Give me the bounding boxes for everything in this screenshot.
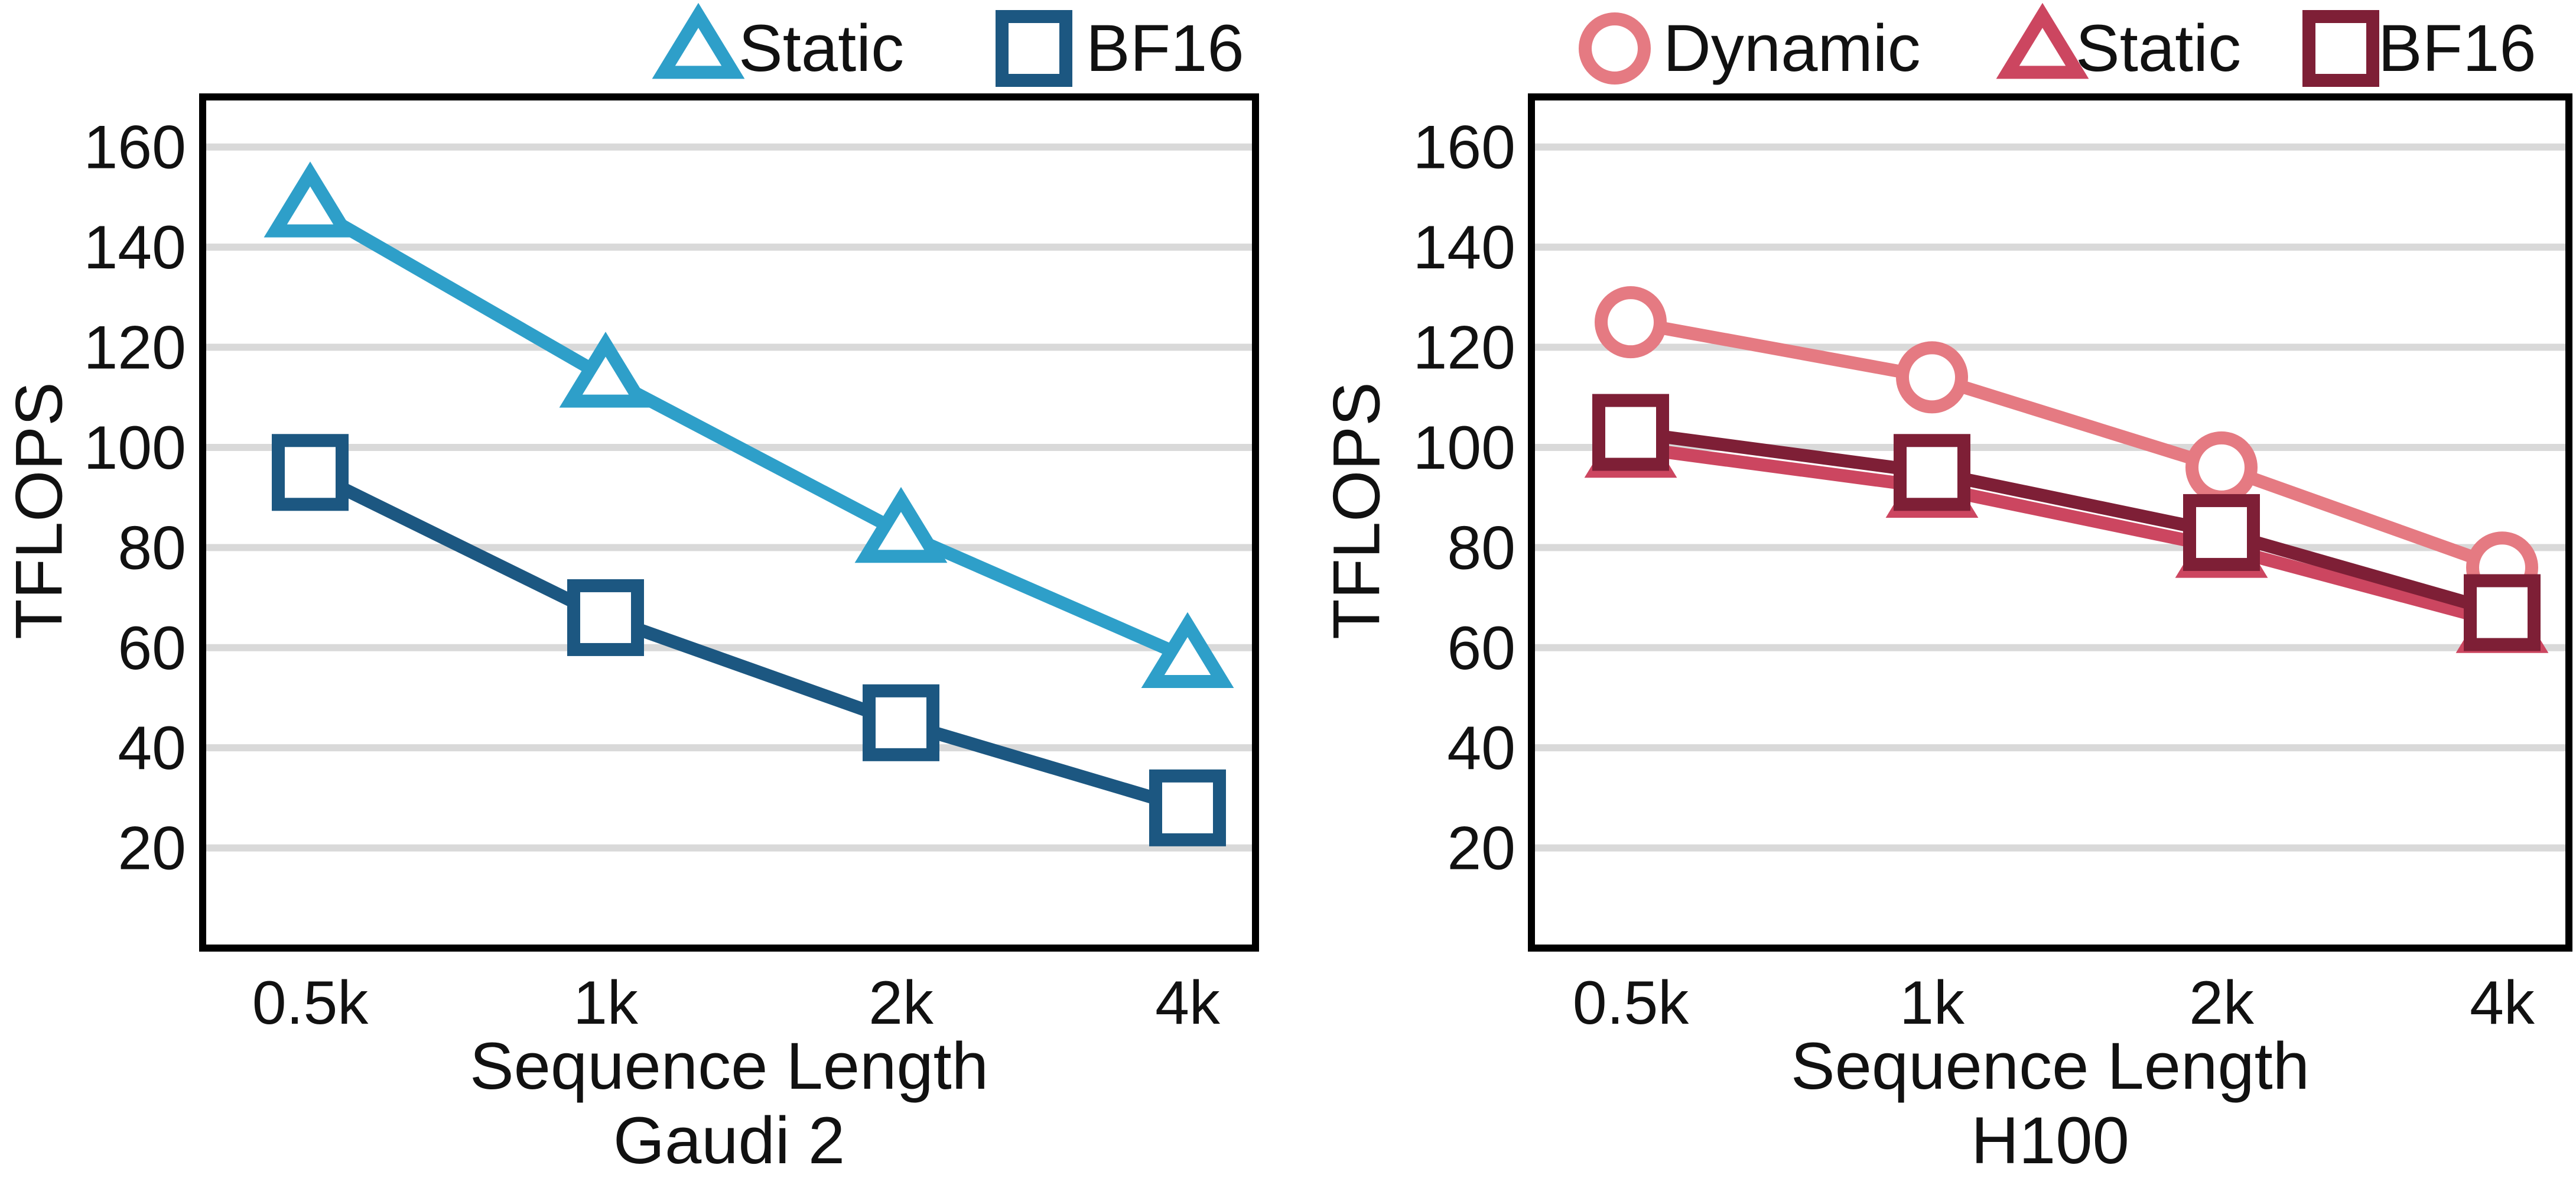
legend-label-static: Static	[2076, 11, 2241, 85]
y-tick-label-160: 160	[83, 113, 186, 182]
series-line-bf16	[307, 466, 1190, 814]
legend-label-dynamic: Dynamic	[1663, 11, 1921, 85]
y-tick-label-140: 140	[1413, 213, 1515, 282]
y-tick-label-60: 60	[118, 614, 186, 683]
data-point-bf16-2k	[863, 684, 939, 761]
y-tick-label-140: 140	[83, 213, 186, 282]
legend-marker-dynamic	[1579, 12, 1651, 85]
y-tick-label-80: 80	[118, 514, 186, 582]
y-tick-label-160: 160	[1413, 113, 1515, 182]
x-tick-label-0-5k: 0.5k	[252, 969, 369, 1037]
legend-label-static: Static	[739, 11, 904, 85]
x-tick-label-2k: 2k	[869, 969, 934, 1037]
data-point-bf16-4k	[1149, 769, 1226, 846]
y-tick-label-40: 40	[1447, 714, 1515, 783]
y-tick-label-20: 20	[1447, 814, 1515, 883]
data-point-dynamic-2k	[2185, 431, 2258, 504]
y-axis-label: TFLOPS	[1320, 382, 1394, 640]
data-point-static-1k	[559, 332, 652, 408]
y-tick-label-120: 120	[1413, 314, 1515, 382]
y-tick-label-60: 60	[1447, 614, 1515, 683]
legend-marker-static	[1996, 2, 2089, 79]
legend-marker-static	[652, 2, 745, 79]
x-tick-label-1k: 1k	[573, 969, 639, 1037]
x-tick-label-1k: 1k	[1900, 969, 1965, 1037]
legend: Static BF16	[652, 2, 1244, 87]
y-tick-label-80: 80	[1447, 514, 1515, 582]
x-tick-label-2k: 2k	[2189, 969, 2255, 1037]
x-axis-label: Sequence Length	[470, 1029, 988, 1103]
series-line-static	[1629, 441, 2504, 629]
x-tick-label-4k: 4k	[1155, 969, 1221, 1037]
legend-label-bf16: BF16	[2378, 11, 2536, 85]
plot-frame	[1528, 93, 2572, 952]
legend-marker-bf16	[996, 10, 1072, 87]
panel-caption: Gaudi 2	[613, 1104, 845, 1177]
series-line-static	[307, 201, 1191, 664]
y-axis-label: TFLOPS	[2, 382, 76, 640]
data-point-bf16-0-5k	[272, 434, 349, 511]
data-point-bf16-1k	[567, 579, 644, 656]
series-line-bf16	[1629, 426, 2505, 619]
data-point-dynamic-1k	[1896, 341, 1968, 414]
x-axis-label: Sequence Length	[1791, 1029, 2310, 1103]
legend-marker-bf16	[2302, 10, 2379, 87]
y-tick-label-20: 20	[118, 814, 186, 883]
x-tick-label-0-5k: 0.5k	[1573, 969, 1690, 1037]
x-tick-label-4k: 4k	[2470, 969, 2535, 1037]
y-tick-label-120: 120	[83, 314, 186, 382]
legend-label-bf16: BF16	[1086, 11, 1244, 85]
data-point-static-0-5k	[264, 161, 357, 238]
data-point-dynamic-0-5k	[1595, 286, 1667, 359]
data-point-bf16-0-5k	[1592, 394, 1669, 471]
y-tick-label-40: 40	[118, 714, 186, 783]
data-point-static-2k	[854, 486, 948, 563]
y-tick-label-100: 100	[1413, 414, 1515, 482]
data-point-bf16-4k	[2464, 574, 2541, 651]
y-tick-label-100: 100	[83, 414, 186, 482]
series-line-dynamic	[1629, 316, 2505, 574]
data-point-bf16-1k	[1894, 434, 1970, 511]
plot-frame	[199, 93, 1259, 952]
panel-h100: 20 40 60 80 100 120 140 160 0.5k 1k 2k 4k Sequence L…	[1320, 2, 2572, 1177]
data-point-bf16-2k	[2183, 494, 2260, 571]
panel-gaudi-2: 20 40 60 80 100 120 140 160 0.5k 1k 2k 4k Sequence L…	[2, 2, 1259, 1177]
legend: Dynamic Static BF16	[1579, 2, 2536, 87]
data-point-static-4k	[1141, 612, 1234, 689]
panel-caption: H100	[1971, 1104, 2129, 1177]
